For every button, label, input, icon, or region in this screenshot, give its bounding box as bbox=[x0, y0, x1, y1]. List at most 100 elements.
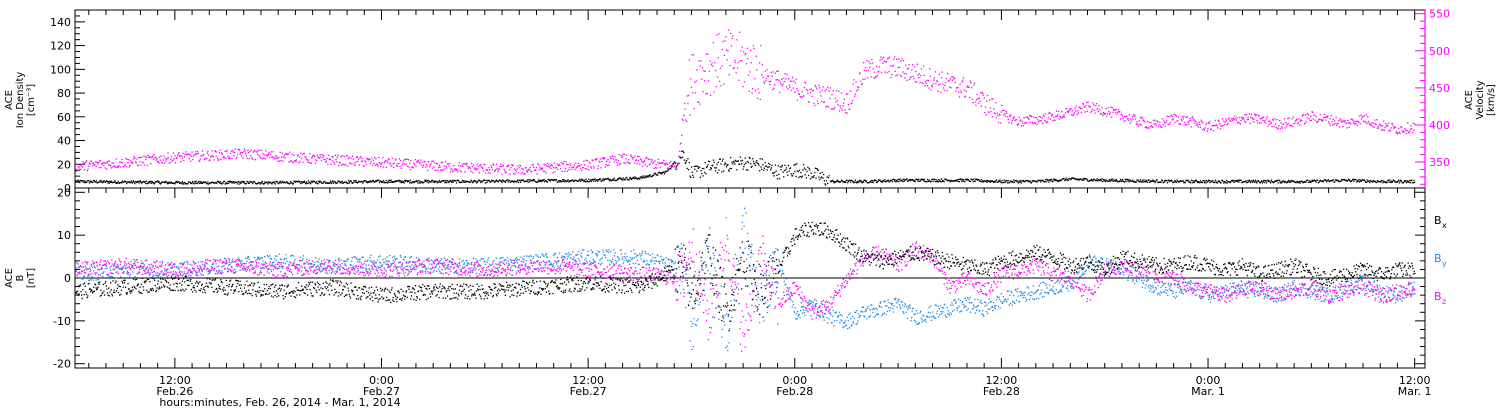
by-series-point bbox=[520, 256, 522, 258]
density-series-point bbox=[500, 180, 502, 182]
velocity-series-point bbox=[726, 59, 728, 61]
velocity-series-point bbox=[1165, 122, 1167, 124]
by-series-point bbox=[176, 276, 179, 279]
velocity-series-point bbox=[873, 77, 875, 79]
density-series-point bbox=[441, 180, 443, 182]
velocity-series-point bbox=[271, 156, 273, 158]
density-series-point bbox=[1113, 180, 1115, 182]
density-series-point bbox=[86, 180, 88, 182]
by-series-point bbox=[335, 270, 337, 272]
density-series-point bbox=[459, 181, 461, 184]
density-series-point bbox=[915, 178, 917, 180]
by-series-point bbox=[454, 271, 456, 273]
velocity-series-point bbox=[186, 153, 188, 155]
density-series-point bbox=[723, 170, 725, 172]
density-series-point bbox=[772, 172, 774, 174]
density-series-point bbox=[1374, 180, 1376, 182]
density-series-point bbox=[1146, 180, 1148, 183]
density-series-point bbox=[493, 180, 495, 182]
velocity-series-point bbox=[789, 80, 792, 82]
density-series-point bbox=[1362, 179, 1364, 181]
density-series-point bbox=[815, 177, 817, 179]
density-series-point bbox=[471, 180, 473, 182]
density-series-point bbox=[1300, 180, 1302, 182]
density-series-point bbox=[348, 182, 350, 184]
density-series-point bbox=[153, 183, 155, 185]
velocity-series-point bbox=[337, 154, 339, 156]
by-series-point bbox=[506, 257, 508, 259]
velocity-series-point bbox=[258, 154, 260, 157]
density-series-point bbox=[1309, 180, 1311, 182]
by-series-point bbox=[486, 261, 488, 263]
velocity-series-point bbox=[902, 60, 905, 62]
by-series-point bbox=[82, 275, 85, 278]
by-series-point bbox=[518, 265, 520, 267]
density-series-point bbox=[854, 181, 856, 183]
by-series-point bbox=[305, 261, 308, 263]
velocity-series-point bbox=[1268, 123, 1270, 126]
velocity-series-point bbox=[679, 150, 681, 152]
velocity-series-point bbox=[745, 52, 747, 55]
density-series-point bbox=[1058, 180, 1060, 182]
by-series-point bbox=[301, 259, 303, 261]
velocity-series-point bbox=[1116, 113, 1118, 115]
velocity-series-point bbox=[924, 85, 926, 87]
by-series-point bbox=[204, 264, 206, 266]
density-series-point bbox=[152, 182, 155, 184]
density-series-point bbox=[519, 181, 522, 183]
by-series-point bbox=[228, 261, 230, 263]
velocity-series-point bbox=[973, 82, 976, 84]
velocity-series-point bbox=[250, 149, 252, 151]
velocity-series-point bbox=[427, 169, 429, 172]
density-series-point bbox=[526, 179, 529, 181]
velocity-series-point bbox=[304, 155, 306, 158]
velocity-series-point bbox=[1267, 125, 1269, 127]
velocity-series-point bbox=[526, 170, 528, 172]
velocity-series-point bbox=[1261, 117, 1264, 119]
by-series-point bbox=[258, 259, 261, 261]
density-series-point bbox=[475, 182, 478, 184]
density-series-point bbox=[806, 170, 808, 173]
density-series-point bbox=[767, 166, 769, 169]
by-series-point bbox=[79, 268, 81, 270]
by-series-point bbox=[528, 256, 530, 258]
density-series-point bbox=[618, 177, 620, 179]
velocity-series-point bbox=[733, 66, 735, 69]
density-series-point bbox=[1166, 180, 1168, 182]
density-series-point bbox=[881, 181, 883, 183]
density-series-point bbox=[1103, 180, 1105, 182]
density-series-point bbox=[309, 183, 312, 185]
velocity-series-point bbox=[283, 156, 285, 158]
by-series-point bbox=[516, 262, 519, 264]
velocity-series-point bbox=[125, 157, 127, 160]
velocity-series-point bbox=[272, 151, 274, 153]
by-series-point bbox=[254, 270, 256, 272]
density-series-point bbox=[382, 179, 385, 182]
velocity-series-point bbox=[138, 156, 140, 158]
velocity-series-point bbox=[1022, 125, 1025, 127]
density-series-point bbox=[1203, 180, 1205, 182]
velocity-series-point bbox=[651, 159, 653, 161]
density-series-point bbox=[699, 176, 701, 178]
velocity-series-point bbox=[951, 76, 953, 78]
by-series-point bbox=[372, 268, 374, 270]
density-series-point bbox=[94, 181, 96, 183]
density-series-point bbox=[307, 180, 310, 182]
density-series-point bbox=[836, 179, 839, 181]
density-series-point bbox=[152, 182, 154, 184]
density-series-point bbox=[1312, 180, 1314, 182]
density-series-point bbox=[1230, 181, 1232, 183]
velocity-series-point bbox=[502, 164, 504, 166]
velocity-series-point bbox=[812, 90, 814, 92]
velocity-series-point bbox=[280, 156, 283, 158]
density-series-point bbox=[537, 179, 540, 181]
density-series-point bbox=[164, 181, 166, 183]
by-series-point bbox=[142, 262, 144, 264]
velocity-series-point bbox=[739, 31, 741, 33]
velocity-series-point bbox=[1258, 115, 1260, 117]
velocity-series-point bbox=[303, 152, 305, 155]
by-series-point bbox=[487, 257, 490, 259]
density-series-point bbox=[124, 181, 126, 183]
density-series-point bbox=[249, 181, 252, 183]
density-series-point bbox=[497, 181, 499, 183]
